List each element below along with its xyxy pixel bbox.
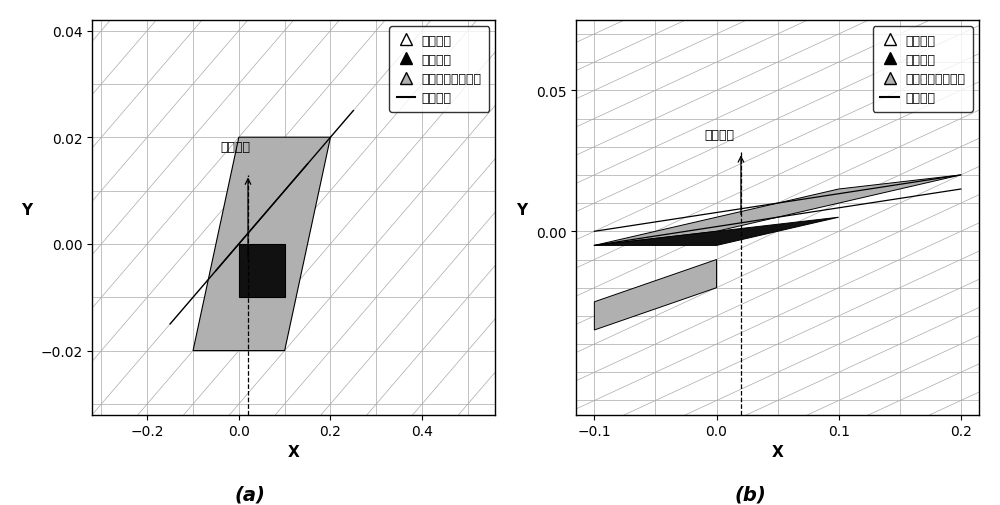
Y-axis label: Y: Y xyxy=(21,203,32,218)
X-axis label: X: X xyxy=(772,444,783,459)
Text: (b): (b) xyxy=(734,485,766,504)
Polygon shape xyxy=(594,260,717,330)
Text: 壁面法向: 壁面法向 xyxy=(221,141,251,154)
Polygon shape xyxy=(594,176,961,246)
X-axis label: X: X xyxy=(288,444,300,459)
Text: 壁面法向: 壁面法向 xyxy=(704,129,734,142)
Polygon shape xyxy=(193,138,330,351)
Y-axis label: Y: Y xyxy=(516,203,527,218)
Polygon shape xyxy=(239,244,285,297)
Legend: 网格单元, 中心单元, 局部方向模板单元, 局部方向: 网格单元, 中心单元, 局部方向模板单元, 局部方向 xyxy=(389,27,489,113)
Legend: 网格单元, 中心单元, 局部方向模板单元, 局部方向: 网格单元, 中心单元, 局部方向模板单元, 局部方向 xyxy=(873,27,973,113)
Polygon shape xyxy=(594,218,839,246)
Text: (a): (a) xyxy=(235,485,265,504)
